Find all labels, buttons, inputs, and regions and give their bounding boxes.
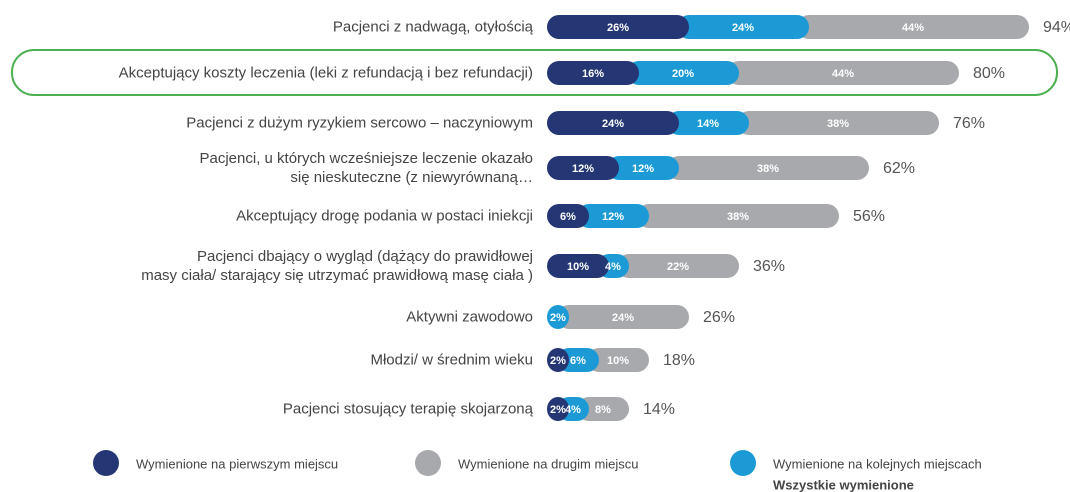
total-label: 94% [1043, 19, 1070, 36]
total-label: 18% [663, 352, 695, 369]
segment-label: 16% [582, 68, 604, 80]
total-label: 76% [953, 115, 985, 132]
bar-segment [797, 15, 1029, 39]
segment-label: 20% [672, 68, 694, 80]
total-label: 56% [853, 208, 885, 225]
bar-segment [557, 305, 689, 329]
segment-label: 6% [560, 211, 576, 223]
segment-label: 38% [727, 211, 749, 223]
bar-segment [627, 61, 739, 85]
category-label: Pacjenci, u których wcześniejsze leczeni… [199, 150, 534, 186]
total-label: 14% [643, 401, 675, 418]
legend-swatch [93, 450, 119, 476]
legend-swatch [415, 450, 441, 476]
legend-swatch [730, 450, 756, 476]
highlight-frame [11, 49, 1058, 96]
segment-label: 2% [550, 404, 566, 416]
segment-label: 38% [827, 118, 849, 130]
segment-label: 8% [595, 404, 611, 416]
total-label: 80% [973, 65, 1005, 82]
category-label: Aktywni zawodowo [406, 308, 533, 326]
segment-label: 44% [832, 68, 854, 80]
segment-label: 38% [757, 163, 779, 175]
segment-label: 24% [612, 312, 634, 324]
category-label: Pacjenci z dużym ryzykiem sercowo – nacz… [186, 114, 533, 132]
bar-segment [577, 397, 629, 421]
bar-segment [587, 348, 649, 372]
segment-label: 12% [602, 211, 624, 223]
segment-label: 14% [697, 118, 719, 130]
segment-label: 4% [565, 404, 581, 416]
total-label: 26% [703, 309, 735, 326]
legend-label: Wymienione na kolejnych miejscach [773, 456, 982, 471]
segment-label: 2% [550, 312, 566, 324]
segment-label: 10% [567, 261, 589, 273]
bar-segment [727, 61, 959, 85]
bar-segment [547, 305, 569, 329]
bar-segment [547, 156, 619, 180]
bar-segment [677, 15, 809, 39]
legend-label: Wymienione na drugim miejscu [458, 456, 639, 471]
segment-label: 44% [902, 22, 924, 34]
bar-segment [547, 15, 689, 39]
category-label: Młodzi/ w średnim wieku [370, 351, 533, 369]
legend-total-label: Wszystkie wymienione [773, 477, 914, 492]
segment-label: 24% [602, 118, 624, 130]
segment-label: 12% [572, 163, 594, 175]
bar-segment [547, 61, 639, 85]
bar-segment [607, 156, 679, 180]
segment-label: 12% [632, 163, 654, 175]
total-label: 36% [753, 258, 785, 275]
category-label: Pacjenci stosujący terapię skojarzoną [282, 400, 533, 418]
bar-segment [617, 254, 739, 278]
legend-label: Wymienione na pierwszym miejscu [136, 456, 338, 471]
bar-segment [667, 111, 749, 135]
segment-label: 2% [550, 355, 566, 367]
segment-label: 26% [607, 22, 629, 34]
segment-label: 22% [667, 261, 689, 273]
bar-segment [547, 254, 609, 278]
bar-segment [737, 111, 939, 135]
segment-label: 24% [732, 22, 754, 34]
bar-segment [577, 204, 649, 228]
category-label: Akceptujący drogę podania w postaci inie… [236, 207, 533, 225]
segment-label: 6% [570, 355, 586, 367]
bar-segment [547, 111, 679, 135]
bar-segment [637, 204, 839, 228]
bar-segment [547, 348, 569, 372]
category-label: Akceptujący koszty leczenia (leki z refu… [118, 64, 533, 82]
category-label: Pacjenci z nadwagą, otyłością [332, 18, 533, 36]
segment-label: 10% [607, 355, 629, 367]
total-label: 62% [883, 160, 915, 177]
segment-label: 4% [605, 261, 621, 273]
bar-segment [667, 156, 869, 180]
bar-segment [547, 397, 569, 421]
bar-segment [547, 204, 589, 228]
category-label: Pacjenci dbający o wygląd (dążący do pra… [141, 248, 533, 284]
